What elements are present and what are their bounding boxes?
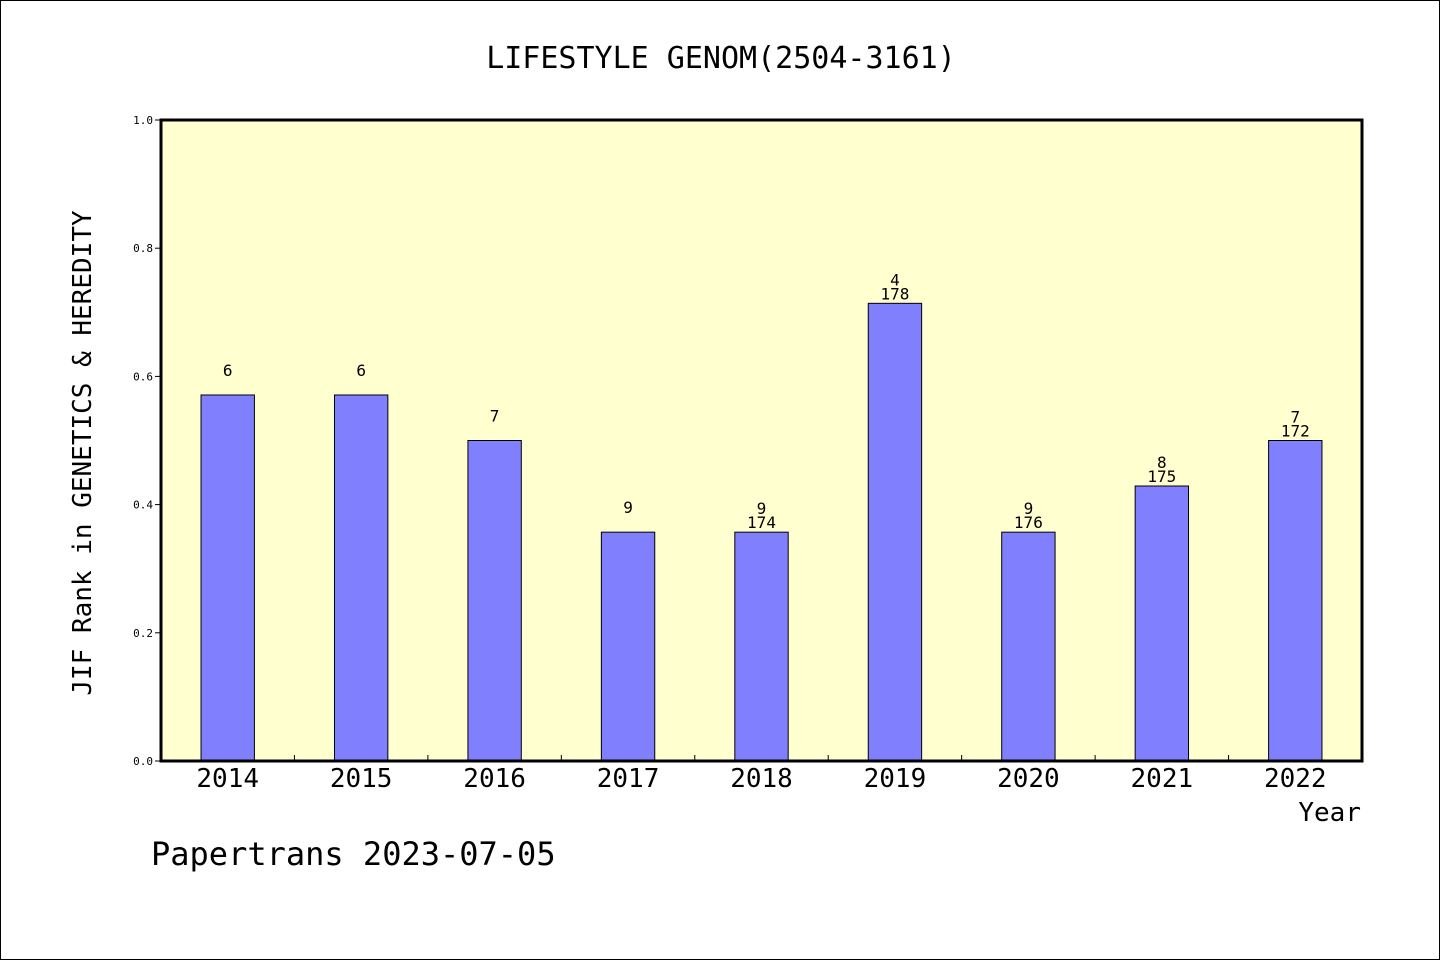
x-tick-label: 2015 [330,764,393,794]
bar-label-rank: 9 [757,499,767,518]
bar-2014 [200,394,255,762]
x-tick-label: 2014 [196,764,259,794]
x-tick-label: 2021 [1131,764,1194,794]
plot-border [159,118,1364,763]
bar-2019 [867,302,923,762]
x-tick-label: 2020 [997,764,1060,794]
bar-2022 [1268,440,1323,762]
bar-label-rank: 7 [1290,408,1300,427]
y-tick-label: 0.6 [133,370,153,383]
bar-label-rank: 6 [356,361,366,380]
x-axis-label: Year [1298,798,1361,828]
bar-2021 [1134,485,1190,762]
y-tick-label: 0.0 [133,755,153,768]
bar-label-rank: 7 [490,407,500,426]
y-tick-label: 0.2 [133,627,153,640]
bar-label-denominator: 175 [1147,467,1176,486]
bar-label-denominator: 176 [1014,513,1043,532]
bar-label-rank: 9 [623,498,633,517]
bar-2015 [333,394,389,762]
bar-series [200,302,1323,762]
bar-label-denominator: 178 [880,284,909,303]
footer-note: Papertrans 2023-07-05 [151,835,556,873]
x-tick-label: 2019 [864,764,927,794]
bar-2016 [467,440,522,762]
y-tick-label: 1.0 [133,114,153,127]
bar-2017 [600,531,656,762]
bar-label-rank: 4 [890,270,900,289]
bar-label-denominator: 172 [1281,422,1310,441]
bar-2018 [734,531,789,762]
bar-label-rank: 6 [223,361,233,380]
x-tick-label: 2022 [1264,764,1327,794]
x-tick-label: 2017 [597,764,660,794]
y-axis-label: JIF Rank in GENETICS & HEREDITY [68,210,98,696]
y-axis: 0.0 0.2 0.4 0.6 0.8 1.0 [133,114,161,768]
bar-label-rank: 8 [1157,453,1167,472]
bar-label-denominator: 174 [747,513,776,532]
x-tick-label: 2018 [730,764,793,794]
bar-label-rank: 9 [1024,499,1034,518]
bar-2020 [1001,531,1056,762]
chart-title: LIFESTYLE GENOM(2504-3161) [486,41,956,76]
y-tick-label: 0.8 [133,242,153,255]
x-tick-label: 2016 [463,764,526,794]
y-tick-label: 0.4 [133,499,153,512]
x-axis: 2014 2015 2016 2017 2018 2019 2020 2021 2022 [196,755,1327,794]
